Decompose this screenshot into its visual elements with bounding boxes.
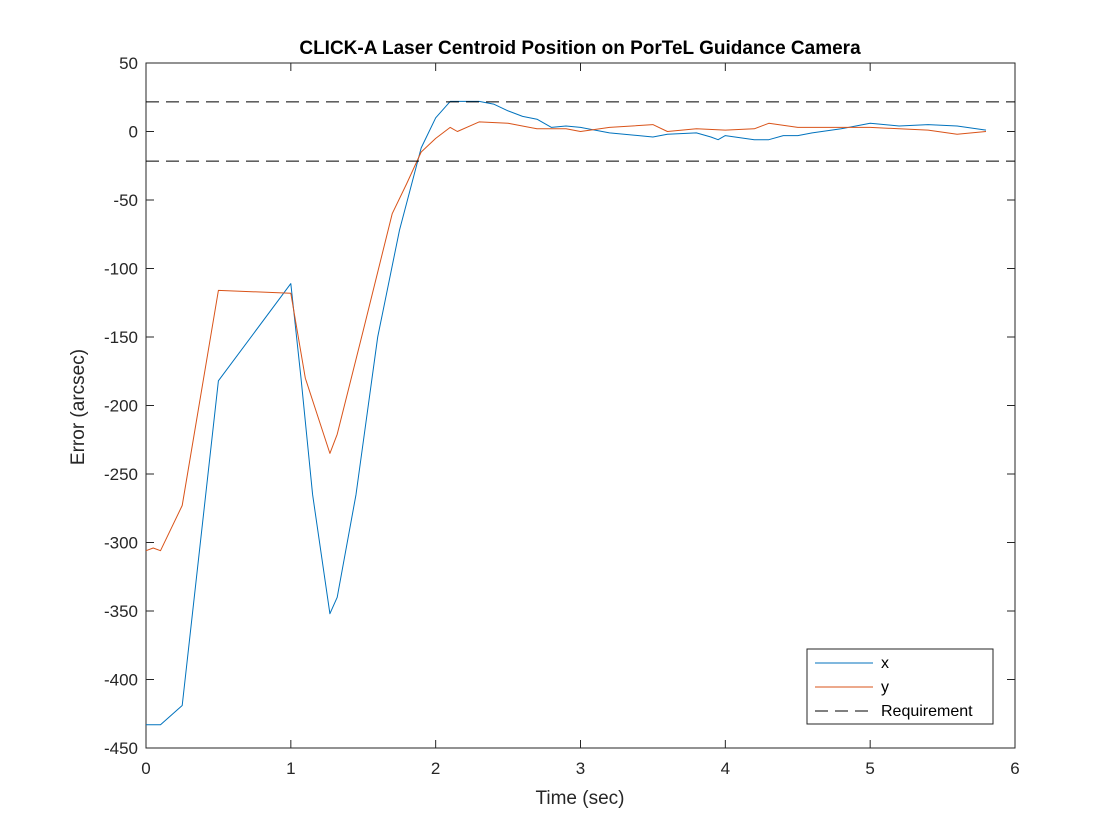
y-tick-label: 50 bbox=[119, 54, 138, 73]
series-line-x bbox=[146, 100, 987, 726]
y-tick-label: -50 bbox=[113, 191, 138, 210]
x-tick-label: 1 bbox=[286, 759, 295, 778]
y-tick-label: -150 bbox=[104, 328, 138, 347]
x-tick-label: 6 bbox=[1010, 759, 1019, 778]
x-tick-label: 5 bbox=[865, 759, 874, 778]
y-tick-label: -100 bbox=[104, 260, 138, 279]
y-tick-label: -300 bbox=[104, 534, 138, 553]
chart-title: CLICK-A Laser Centroid Position on PorTe… bbox=[299, 38, 861, 59]
y-tick-label: 0 bbox=[129, 123, 138, 142]
x-tick-label: 4 bbox=[721, 759, 730, 778]
y-tick-label: -250 bbox=[104, 465, 138, 484]
y-tick-label: -350 bbox=[104, 602, 138, 621]
y-tick-label: -200 bbox=[104, 397, 138, 416]
x-tick-label: 2 bbox=[431, 759, 440, 778]
y-axis-label: Error (arcsec) bbox=[68, 349, 89, 465]
axes-box bbox=[145, 62, 1016, 749]
legend: xy Requirement bbox=[806, 648, 994, 725]
legend-label: y bbox=[881, 679, 889, 696]
y-ticks: 50 0 -50 -100 -150 -200 -250 -300 -350 -400 -450 bbox=[104, 54, 1015, 758]
legend-label: Requirement bbox=[881, 703, 973, 720]
x-ticks: 0 1 2 3 4 5 6 bbox=[141, 63, 1020, 778]
series-line-y bbox=[145, 121, 987, 552]
series-group bbox=[145, 100, 1015, 726]
plot-area: 0 1 2 3 4 5 6 50 0 -50 -100 -150 -200 -250 -300 -350 -4… bbox=[104, 54, 1020, 778]
y-tick-label: -400 bbox=[104, 671, 138, 690]
legend-label: x bbox=[881, 655, 889, 672]
x-axis-label: Time (sec) bbox=[535, 788, 624, 809]
x-tick-label: 0 bbox=[141, 759, 150, 778]
x-tick-label: 3 bbox=[576, 759, 585, 778]
y-tick-label: -450 bbox=[104, 739, 138, 758]
